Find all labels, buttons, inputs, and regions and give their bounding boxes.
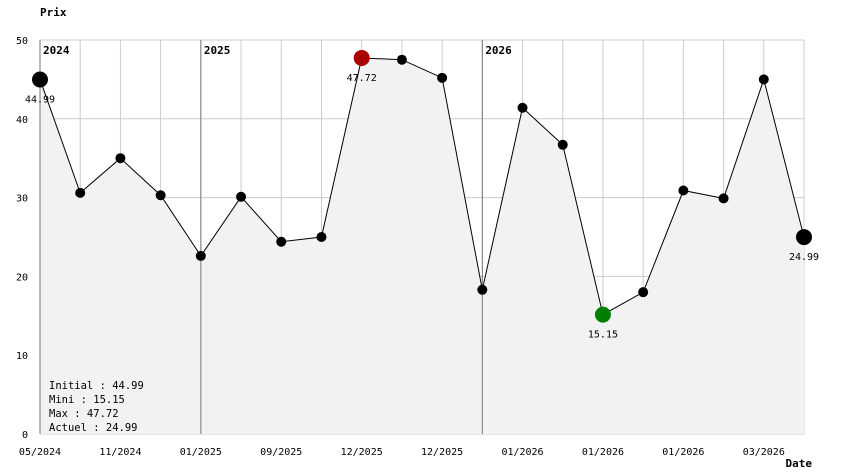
data-point	[75, 187, 86, 198]
x-tick-label: 01/2026	[501, 447, 543, 458]
current-point	[796, 229, 812, 246]
y-tick-label: 50	[16, 36, 28, 47]
y-axis-ticks: 0 10 20 30 40 50	[16, 36, 28, 441]
data-point	[638, 287, 649, 298]
x-axis-ticks: 05/2024 11/2024 01/2025 09/2025 12/2025 12/20…	[19, 447, 785, 458]
min-value-label: 15.15	[588, 330, 618, 341]
data-point	[477, 284, 488, 295]
y-axis-title: Prix	[40, 6, 67, 19]
x-tick-label: 01/2026	[582, 447, 624, 458]
y-tick-label: 30	[16, 194, 28, 205]
data-point	[155, 190, 166, 201]
x-tick-label: 03/2026	[743, 447, 785, 458]
year-label: 2025	[204, 44, 231, 57]
year-label: 2024	[43, 44, 70, 57]
min-point	[594, 306, 611, 323]
stat-max: Max : 47.72	[49, 408, 119, 420]
price-line	[39, 57, 805, 316]
x-tick-label: 01/2026	[662, 447, 704, 458]
stat-initial: Initial : 44.99	[49, 380, 144, 392]
data-point	[718, 193, 729, 204]
y-tick-label: 0	[22, 430, 28, 441]
data-point	[195, 250, 206, 261]
x-tick-label: 09/2025	[260, 447, 302, 458]
current-value-label: 24.99	[789, 252, 819, 263]
stat-min: Mini : 15.15	[49, 394, 125, 406]
x-tick-label: 12/2025	[341, 447, 383, 458]
data-point	[396, 54, 407, 65]
x-tick-label: 01/2025	[180, 447, 222, 458]
max-value-label: 47.72	[347, 73, 377, 84]
initial-point	[32, 71, 48, 88]
data-point	[678, 185, 689, 196]
year-label: 2026	[485, 44, 512, 57]
data-point	[557, 139, 568, 150]
x-tick-label: 12/2025	[421, 447, 463, 458]
data-point	[517, 102, 528, 113]
stat-current: Actuel : 24.99	[49, 422, 138, 434]
data-point	[316, 232, 327, 242]
stats-legend: Initial : 44.99 Mini : 15.15 Max : 47.72…	[49, 380, 144, 434]
y-tick-label: 40	[16, 115, 28, 126]
data-point	[236, 191, 247, 202]
y-tick-label: 20	[16, 272, 28, 283]
data-point	[758, 74, 769, 85]
point-labels: 44.99 47.72 15.15 24.99	[25, 73, 819, 341]
y-tick-label: 10	[16, 351, 28, 362]
data-point	[437, 72, 448, 83]
area-fill	[40, 57, 804, 434]
x-tick-label: 05/2024	[19, 447, 61, 458]
x-axis-title: Date	[786, 457, 813, 470]
data-points	[32, 49, 812, 323]
data-point	[115, 153, 126, 164]
x-tick-label: 11/2024	[99, 447, 141, 458]
initial-value-label: 44.99	[25, 94, 55, 105]
data-point	[276, 236, 287, 247]
year-markers: 2024 2025 2026	[39, 40, 512, 434]
max-point	[353, 49, 370, 66]
